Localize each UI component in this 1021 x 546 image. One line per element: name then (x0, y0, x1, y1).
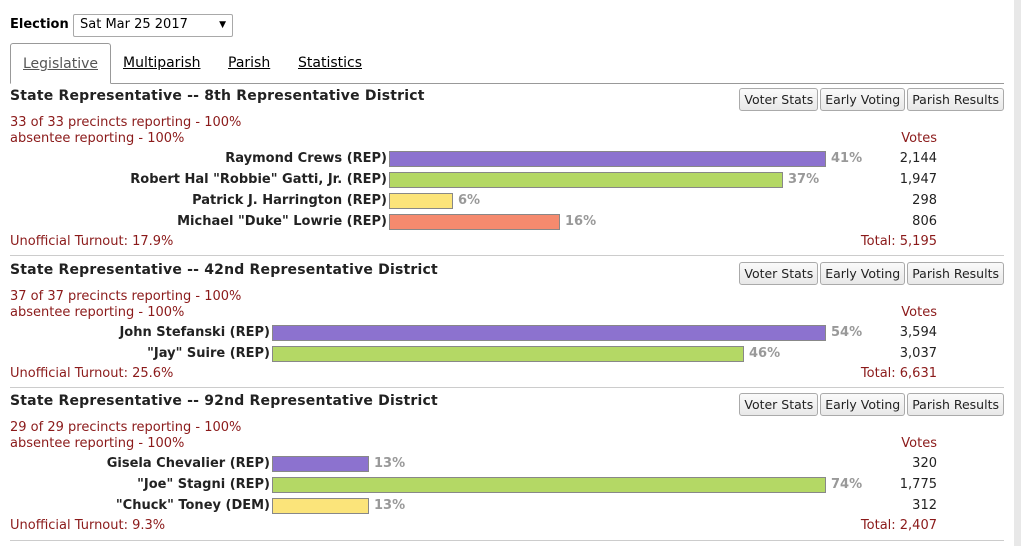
vote-count: 3,594 (899, 325, 937, 340)
race-block: State Representative -- 92nd Representat… (10, 393, 1004, 541)
vote-count: 1,947 (899, 172, 937, 187)
vote-total: Total: 2,407 (860, 518, 937, 533)
votes-header: Votes (901, 131, 937, 146)
percent-label: 41% (831, 151, 863, 166)
candidate-name: John Stefanski (REP) (119, 325, 270, 340)
candidate-name: "Jay" Suire (REP) (147, 346, 270, 361)
percent-label: 46% (749, 346, 781, 361)
candidate-name: Patrick J. Harrington (REP) (192, 193, 387, 208)
tab-legislative[interactable]: Legislative (10, 43, 111, 84)
percent-label: 37% (788, 172, 820, 187)
vote-total: Total: 6,631 (860, 366, 937, 381)
candidate-row: "Joe" Stagni (REP) 74% 1,775 (10, 476, 1004, 496)
election-label: Election (10, 17, 69, 32)
vote-count: 1,775 (899, 477, 937, 492)
parish-results-button[interactable]: Parish Results (907, 262, 1004, 285)
tab-parish[interactable]: Parish (228, 55, 271, 71)
parish-results-button[interactable]: Parish Results (907, 88, 1004, 111)
absentee-reporting: absentee reporting - 100% (10, 436, 185, 451)
vote-bar (389, 214, 560, 230)
candidate-row: Gisela Chevalier (REP) 13% 320 (10, 455, 1004, 475)
election-select-value: Sat Mar 25 2017 (80, 17, 188, 32)
candidate-name: Raymond Crews (REP) (225, 151, 387, 166)
precincts-reporting: 37 of 37 precincts reporting - 100% (10, 289, 242, 304)
percent-label: 6% (458, 193, 481, 208)
tab-bar: Legislative Multiparish Parish Statistic… (10, 43, 1004, 84)
race-block: State Representative -- 8th Representati… (10, 88, 1004, 256)
scrollbar-track (1014, 0, 1021, 546)
race-buttons: Voter Stats Early Voting Parish Results (737, 88, 1004, 111)
tab-multiparish[interactable]: Multiparish (123, 55, 201, 71)
election-select[interactable]: Sat Mar 25 2017 ▼ (73, 14, 233, 37)
precincts-reporting: 29 of 29 precincts reporting - 100% (10, 420, 242, 435)
tab-statistics[interactable]: Statistics (298, 55, 362, 71)
race-title: State Representative -- 8th Representati… (10, 88, 425, 104)
absentee-reporting: absentee reporting - 100% (10, 131, 185, 146)
vote-bar (272, 325, 826, 341)
vote-bar (389, 151, 826, 167)
votes-header: Votes (901, 305, 937, 320)
vote-bar (272, 456, 369, 472)
candidate-row: "Chuck" Toney (DEM) 13% 312 (10, 497, 1004, 517)
unofficial-turnout: Unofficial Turnout: 9.3% (10, 518, 166, 533)
race-title: State Representative -- 92nd Representat… (10, 393, 438, 409)
candidate-row: John Stefanski (REP) 54% 3,594 (10, 324, 1004, 344)
vote-count: 298 (912, 193, 937, 208)
candidate-row: Raymond Crews (REP) 41% 2,144 (10, 150, 1004, 170)
vote-bar (389, 172, 783, 188)
vote-count: 2,144 (899, 151, 937, 166)
voter-stats-button[interactable]: Voter Stats (739, 393, 819, 416)
percent-label: 54% (831, 325, 863, 340)
candidate-row: Michael "Duke" Lowrie (REP) 16% 806 (10, 213, 1004, 233)
voter-stats-button[interactable]: Voter Stats (739, 88, 819, 111)
percent-label: 13% (374, 456, 406, 471)
vote-total: Total: 5,195 (860, 234, 937, 249)
percent-label: 13% (374, 498, 406, 513)
candidate-row: "Jay" Suire (REP) 46% 3,037 (10, 345, 1004, 365)
voter-stats-button[interactable]: Voter Stats (739, 262, 819, 285)
vote-count: 3,037 (899, 346, 937, 361)
vote-count: 320 (912, 456, 937, 471)
early-voting-button[interactable]: Early Voting (820, 88, 906, 111)
votes-header: Votes (901, 436, 937, 451)
percent-label: 16% (565, 214, 597, 229)
candidate-row: Robert Hal "Robbie" Gatti, Jr. (REP) 37% 1… (10, 171, 1004, 191)
early-voting-button[interactable]: Early Voting (820, 393, 906, 416)
unofficial-turnout: Unofficial Turnout: 17.9% (10, 234, 174, 249)
chevron-down-icon: ▼ (219, 20, 226, 30)
unofficial-turnout: Unofficial Turnout: 25.6% (10, 366, 174, 381)
vote-count: 806 (912, 214, 937, 229)
race-title: State Representative -- 42nd Representat… (10, 262, 438, 278)
candidate-name: "Chuck" Toney (DEM) (115, 498, 270, 513)
candidate-name: Michael "Duke" Lowrie (REP) (177, 214, 387, 229)
race-buttons: Voter Stats Early Voting Parish Results (737, 393, 1004, 416)
precincts-reporting: 33 of 33 precincts reporting - 100% (10, 115, 242, 130)
vote-bar (272, 498, 369, 514)
candidate-row: Patrick J. Harrington (REP) 6% 298 (10, 192, 1004, 212)
vote-count: 312 (912, 498, 937, 513)
vote-bar (272, 477, 826, 493)
vote-bar (389, 193, 453, 209)
absentee-reporting: absentee reporting - 100% (10, 305, 185, 320)
vote-bar (272, 346, 744, 362)
race-block: State Representative -- 42nd Representat… (10, 262, 1004, 388)
percent-label: 74% (831, 477, 863, 492)
early-voting-button[interactable]: Early Voting (820, 262, 906, 285)
candidate-name: "Joe" Stagni (REP) (137, 477, 270, 492)
candidate-name: Robert Hal "Robbie" Gatti, Jr. (REP) (130, 172, 387, 187)
race-buttons: Voter Stats Early Voting Parish Results (737, 262, 1004, 285)
candidate-name: Gisela Chevalier (REP) (106, 456, 270, 471)
parish-results-button[interactable]: Parish Results (907, 393, 1004, 416)
